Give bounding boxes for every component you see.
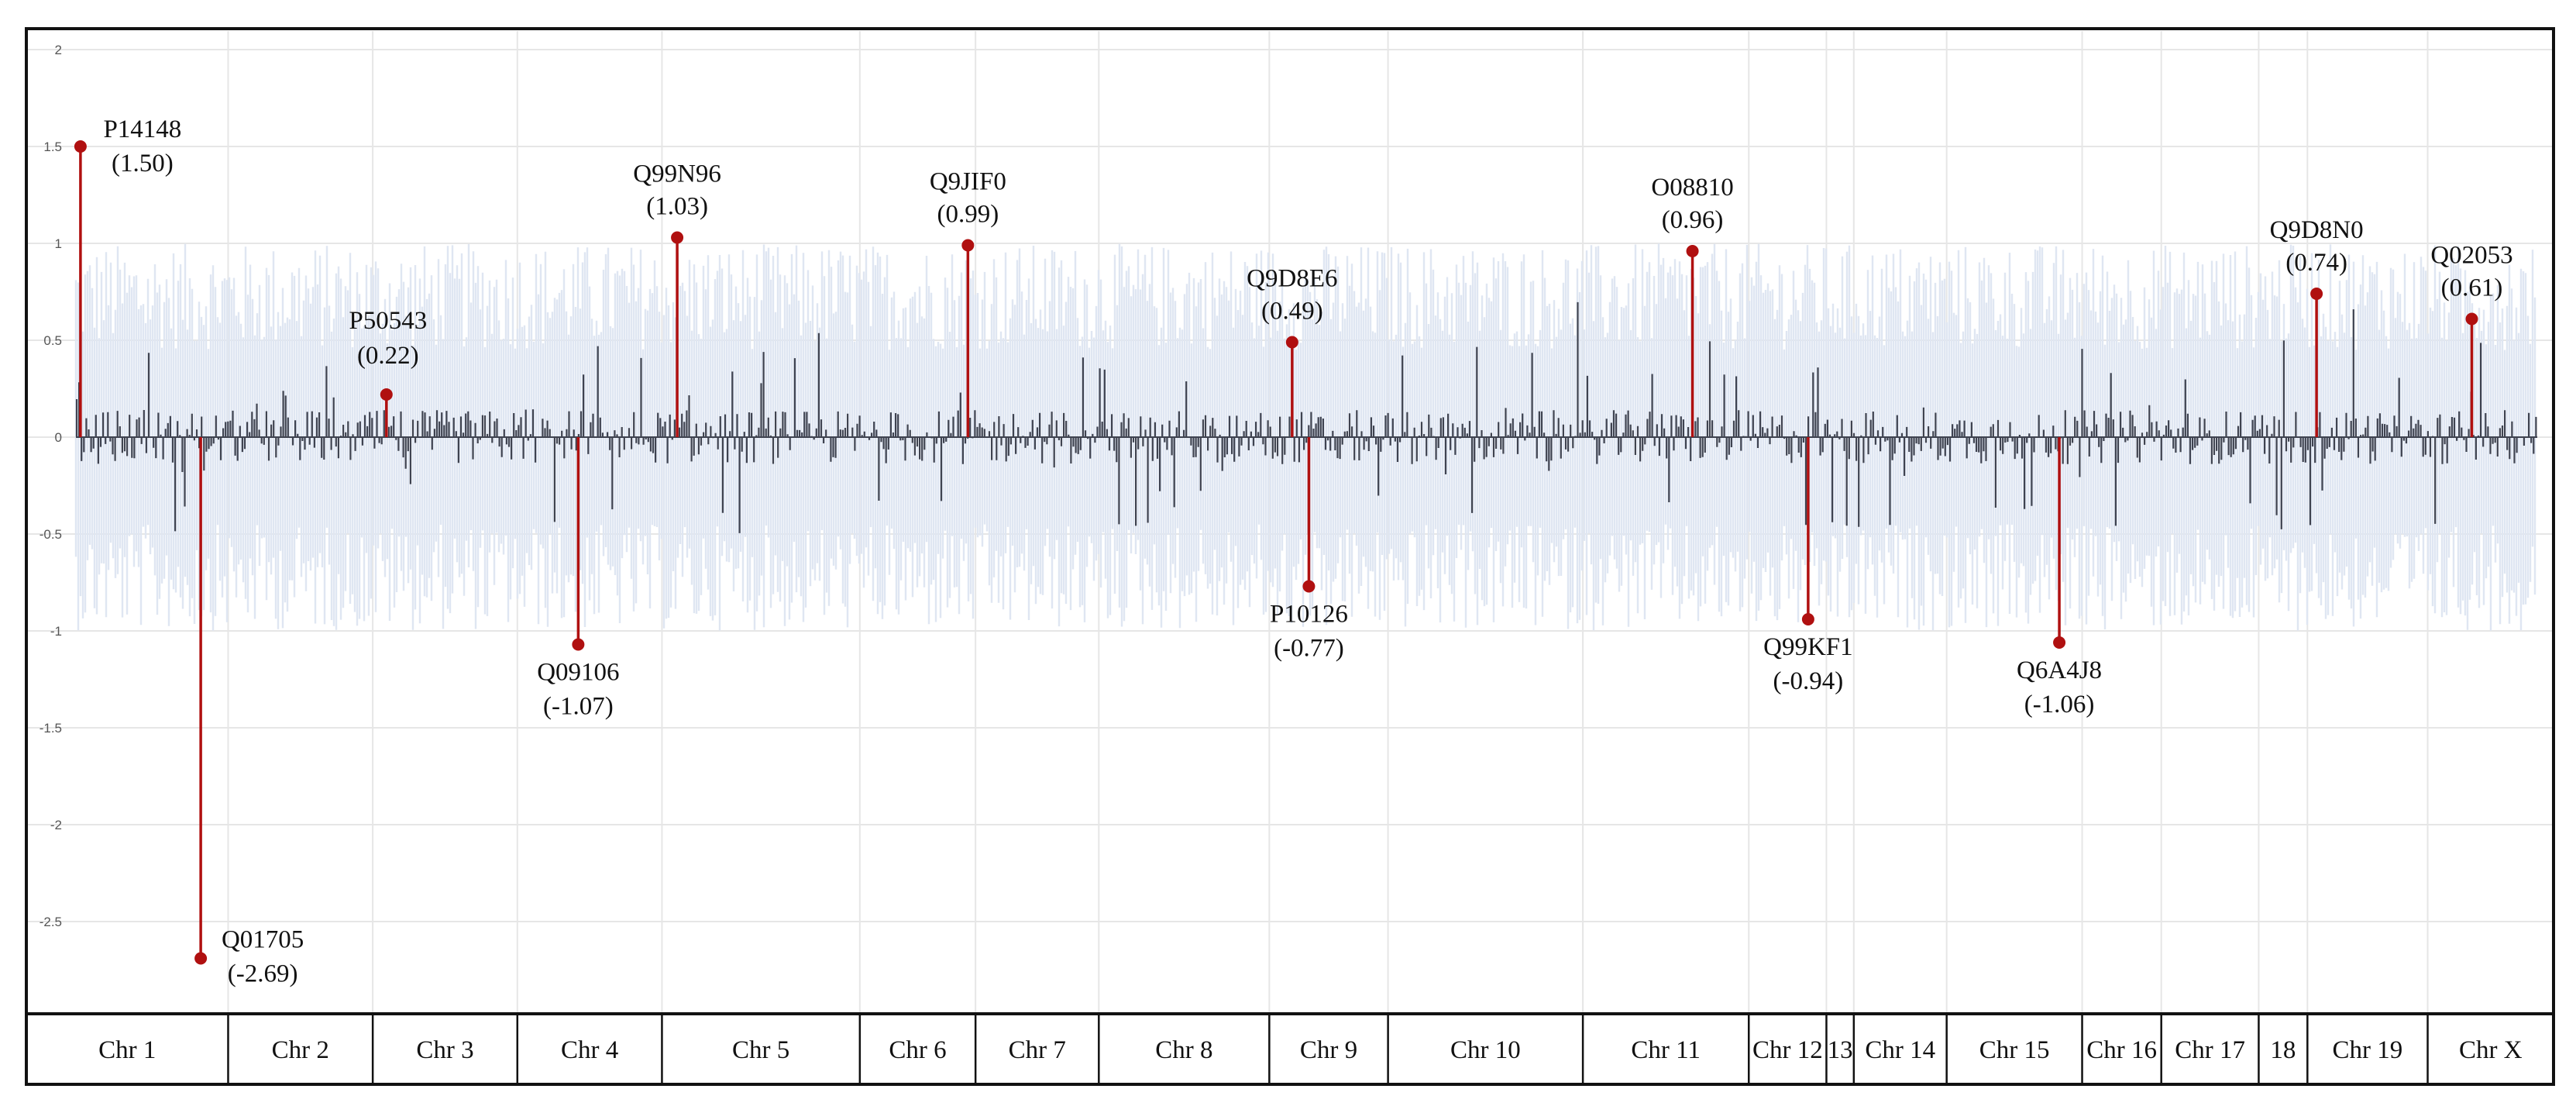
highlight-name-label: P10126: [1270, 601, 1348, 629]
chromosome-label: Chr 12: [1752, 1036, 1823, 1064]
highlight-name-label: P50543: [349, 307, 427, 335]
chromosome-axis: Chr 1 Chr 2 Chr 3 Chr 4 Chr 5 Chr 6 Chr 7 Chr 8…: [26, 1012, 2554, 1084]
highlight-name-label: Q09106: [537, 659, 619, 687]
chromosome-label: Chr 9: [1300, 1036, 1357, 1064]
highlight-point: [1686, 245, 1699, 257]
chromosome-label: 13: [1828, 1036, 1853, 1064]
highlight-point: [380, 388, 393, 401]
bar-layer: [75, 302, 2537, 533]
chromosome-label: Chr 8: [1155, 1036, 1212, 1064]
chromosome-label: Chr 7: [1009, 1036, 1066, 1064]
chromosome-label: Chr 19: [2333, 1036, 2403, 1064]
highlight-point: [2465, 312, 2478, 326]
chromosome-label: Chr 5: [732, 1036, 789, 1064]
y-tick-layer: 2 1.5 1 0.5 0 -0.5 -1 -1.5 -2 -2.5: [40, 43, 62, 929]
chromosome-label: Chr 3: [416, 1036, 473, 1064]
highlight-name-label: Q9D8E6: [1247, 265, 1337, 293]
highlight-value-label: (0.74): [2285, 249, 2347, 277]
highlight-name-label: Q9D8N0: [2270, 216, 2364, 244]
highlight-point: [572, 638, 585, 651]
highlight-name-label: Q99KF1: [1763, 633, 1853, 661]
highlight-name-label: P14148: [103, 115, 181, 143]
highlight-point: [1285, 336, 1298, 349]
chromosome-label: Chr 4: [561, 1036, 618, 1064]
chromosome-label: Chr 10: [1450, 1036, 1521, 1064]
highlight-value-label: (-1.07): [543, 693, 614, 721]
chromosome-label: Chr 6: [889, 1036, 946, 1064]
highlight-value-label: (-0.77): [1274, 635, 1344, 663]
highlight-value-label: (1.03): [646, 193, 708, 221]
y-tick-label: 1: [55, 236, 62, 251]
highlight-name-label: Q02053: [2430, 242, 2512, 270]
highlight-value-label: (0.49): [1261, 298, 1323, 326]
y-tick-label: 1.5: [43, 140, 62, 154]
y-tick-label: -1.5: [40, 721, 62, 736]
highlight-value-label: (-2.69): [228, 960, 298, 988]
highlight-value-label: (0.22): [357, 342, 419, 370]
y-tick-label: 0: [55, 430, 62, 445]
chromosome-label: Chr 16: [2086, 1036, 2157, 1064]
highlight-point: [671, 231, 684, 244]
highlight-point: [2310, 288, 2323, 300]
highlight-name-label: O08810: [1651, 174, 1733, 202]
chromosome-label: 18: [2270, 1036, 2296, 1064]
chromosome-label: Chr 1: [98, 1036, 156, 1064]
chromosome-label: Chr X: [2459, 1036, 2523, 1064]
protein-bars: [75, 302, 2537, 533]
y-tick-label: -0.5: [40, 527, 62, 542]
chromosome-label: Chr 14: [1865, 1036, 1935, 1064]
chromosome-label: Chr 17: [2175, 1036, 2245, 1064]
highlight-name-label: Q9JIF0: [930, 168, 1006, 196]
highlight-value-label: (0.99): [937, 201, 999, 229]
highlight-value-label: (-1.06): [2024, 691, 2095, 718]
y-tick-label: 2: [55, 43, 62, 57]
chromosome-label: Chr 2: [272, 1036, 329, 1064]
highlight-point: [194, 952, 208, 965]
highlight-value-label: (0.96): [1662, 206, 1724, 234]
y-tick-label: -1: [50, 624, 62, 639]
chromosome-label: Chr 15: [1979, 1036, 2050, 1064]
chromosome-label: Chr 11: [1631, 1036, 1701, 1064]
highlight-value-label: (-0.94): [1773, 667, 1844, 695]
highlight-point: [2053, 636, 2066, 649]
highlight-name-label: Q99N96: [633, 160, 721, 188]
y-tick-label: -2: [50, 818, 62, 832]
highlight-name-label: Q01705: [222, 926, 304, 954]
y-tick-label: -2.5: [40, 915, 62, 929]
highlight-value-label: (1.50): [112, 150, 174, 177]
highlight-point: [74, 140, 87, 153]
highlight-value-label: (0.61): [2441, 274, 2503, 302]
highlight-point: [1302, 580, 1316, 593]
highlight-layer: P14148 (1.50) Q01705 (-2.69) P50543 (0.22) Q09…: [74, 115, 2513, 988]
highlight-point: [1801, 613, 1814, 625]
y-tick-label: 0.5: [43, 333, 62, 348]
highlight-name-label: Q6A4J8: [2017, 656, 2102, 684]
highlight-point: [961, 239, 975, 252]
